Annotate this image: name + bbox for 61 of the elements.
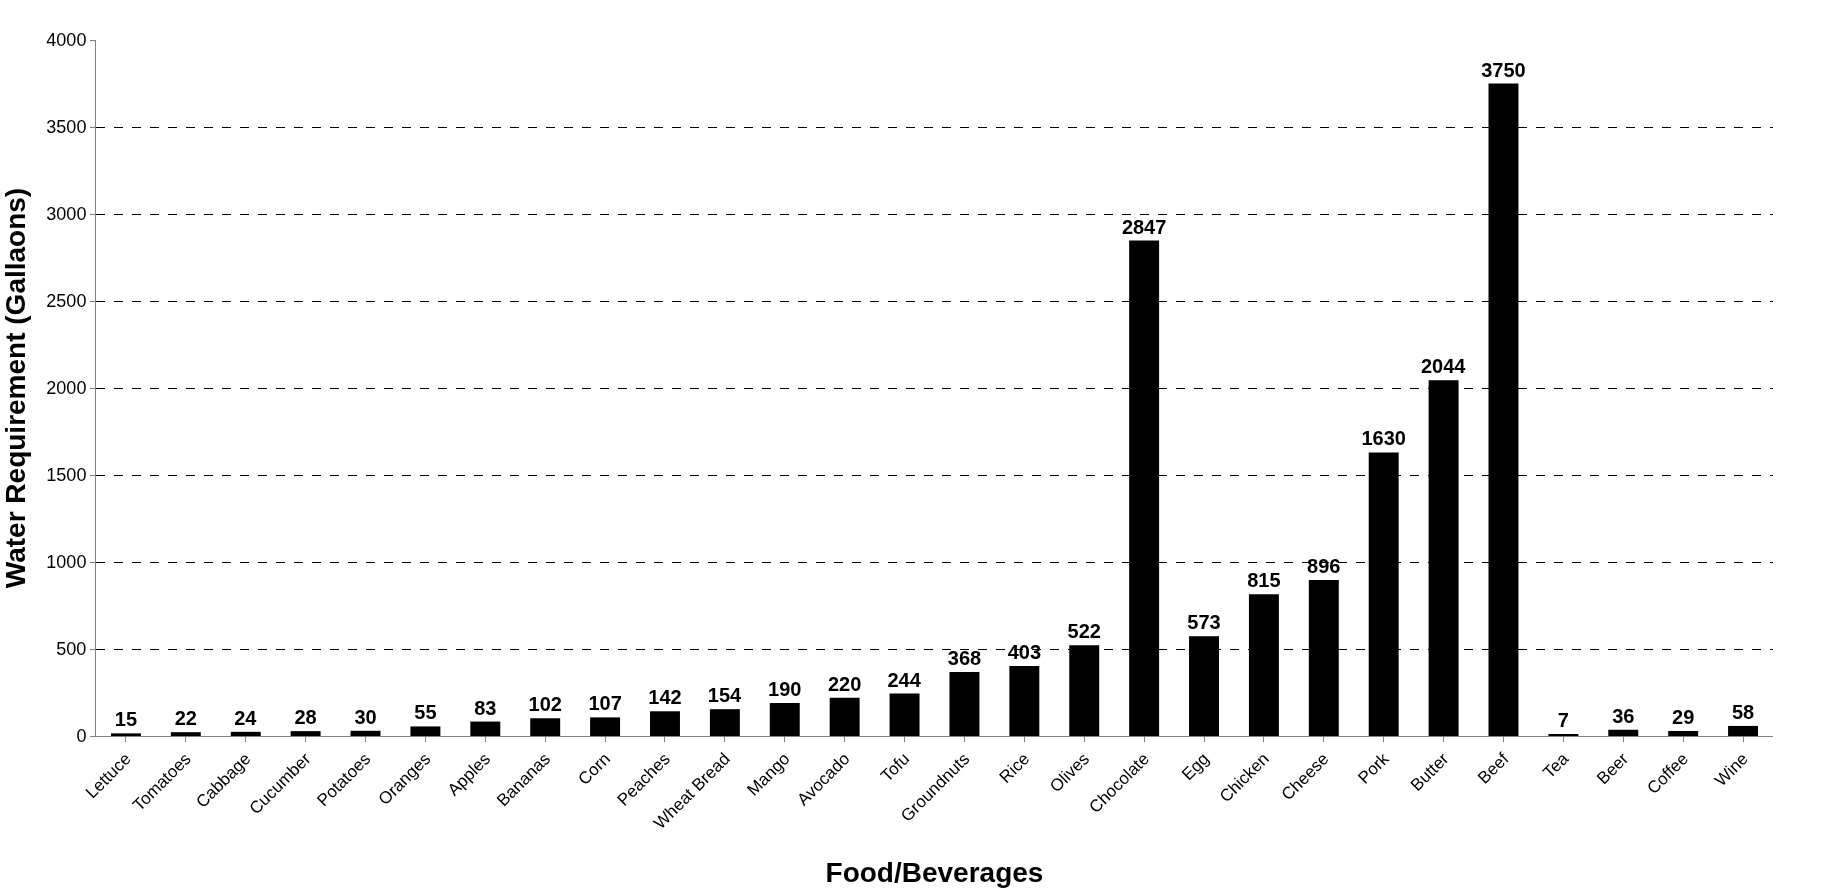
bar <box>829 697 860 736</box>
data-label: 573 <box>1187 611 1221 634</box>
bar <box>470 721 501 736</box>
bar <box>949 671 980 736</box>
bar <box>709 709 740 736</box>
data-label: 220 <box>827 672 862 695</box>
y-tick-label: 2000 <box>46 378 87 399</box>
data-label: 58 <box>1731 700 1755 723</box>
y-tick-label: 0 <box>76 726 87 747</box>
y-tick-label: 2500 <box>46 291 87 312</box>
bar <box>1608 729 1639 736</box>
data-label: 107 <box>588 692 622 715</box>
bar <box>889 693 920 736</box>
bar <box>170 732 201 736</box>
data-label: 815 <box>1247 569 1281 592</box>
data-label: 30 <box>354 705 377 728</box>
bar <box>410 726 441 736</box>
x-axis-title: Food/Beverages <box>825 857 1044 889</box>
data-label: 24 <box>234 706 258 729</box>
x-tick-label: Tea <box>1539 748 1573 783</box>
data-label: 244 <box>887 668 922 691</box>
data-label: 190 <box>768 677 802 700</box>
data-label: 142 <box>648 686 682 709</box>
data-label: 55 <box>414 701 437 724</box>
data-label: 2044 <box>1420 355 1467 378</box>
data-label: 896 <box>1307 555 1341 578</box>
y-tick-label: 3000 <box>46 204 87 225</box>
bar <box>1728 725 1759 736</box>
data-label: 36 <box>1612 704 1635 727</box>
y-tick-label: 1500 <box>46 465 87 486</box>
data-label: 29 <box>1672 705 1695 728</box>
data-label: 28 <box>294 706 317 729</box>
y-tick-label: 3500 <box>46 117 87 138</box>
bar <box>290 731 321 736</box>
bar <box>1668 730 1699 736</box>
bar <box>230 731 261 736</box>
data-label: 368 <box>947 646 982 669</box>
data-label: 154 <box>707 684 742 707</box>
data-label: 1630 <box>1361 427 1406 450</box>
bar <box>110 733 141 736</box>
x-tick-label: Egg <box>1178 749 1213 785</box>
bar <box>350 730 381 736</box>
bar <box>769 702 800 736</box>
data-label: 403 <box>1007 640 1042 663</box>
bar <box>650 711 680 736</box>
data-label: 102 <box>528 693 562 716</box>
x-tick-label: Rice <box>995 749 1034 787</box>
y-tick-label: 4000 <box>46 30 87 51</box>
data-label: 7 <box>1557 709 1569 731</box>
data-label: 83 <box>474 696 497 719</box>
data-label: 2847 <box>1121 215 1167 238</box>
y-tick-label: 1000 <box>46 552 87 573</box>
data-label: 522 <box>1067 620 1101 643</box>
bar <box>530 718 561 736</box>
y-tick-label: 500 <box>56 639 87 660</box>
bar <box>1009 665 1040 736</box>
data-label: 22 <box>174 707 197 730</box>
y-axis-title: Water Requirement (Gallaons) <box>0 187 31 589</box>
bar <box>590 717 621 736</box>
data-label: 15 <box>114 708 138 731</box>
data-label: 3750 <box>1481 58 1526 81</box>
